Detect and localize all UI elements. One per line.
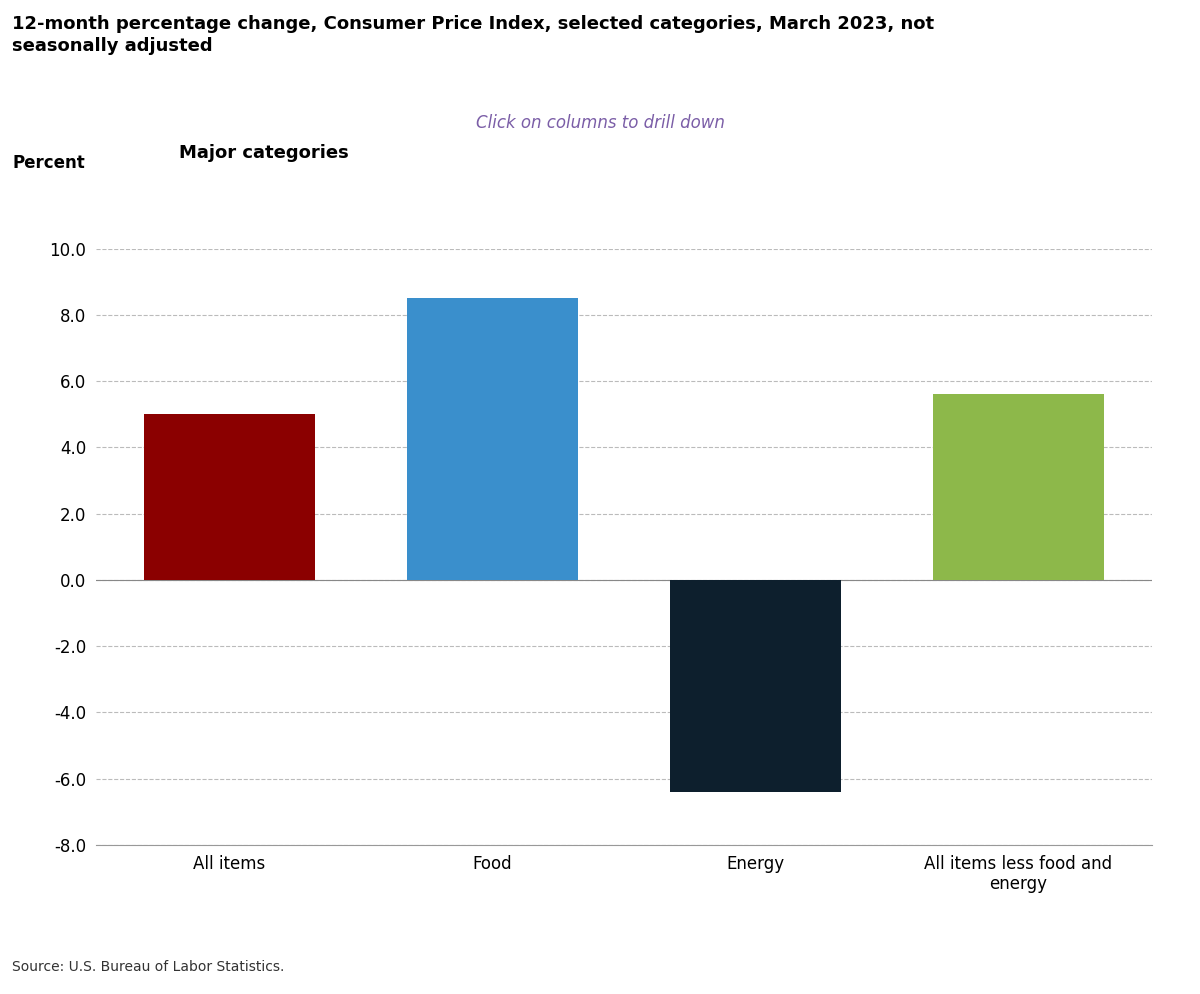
Text: Click on columns to drill down: Click on columns to drill down	[475, 114, 725, 132]
Bar	[407, 298, 578, 580]
Text: Percent: Percent	[12, 154, 85, 172]
Text: Source: U.S. Bureau of Labor Statistics.: Source: U.S. Bureau of Labor Statistics.	[12, 960, 284, 974]
Bar	[144, 414, 314, 580]
Text: Major categories: Major categories	[179, 144, 349, 162]
Bar	[934, 395, 1104, 580]
Text: 12-month percentage change, Consumer Price Index, selected categories, March 202: 12-month percentage change, Consumer Pri…	[12, 15, 934, 55]
Bar	[670, 580, 841, 792]
